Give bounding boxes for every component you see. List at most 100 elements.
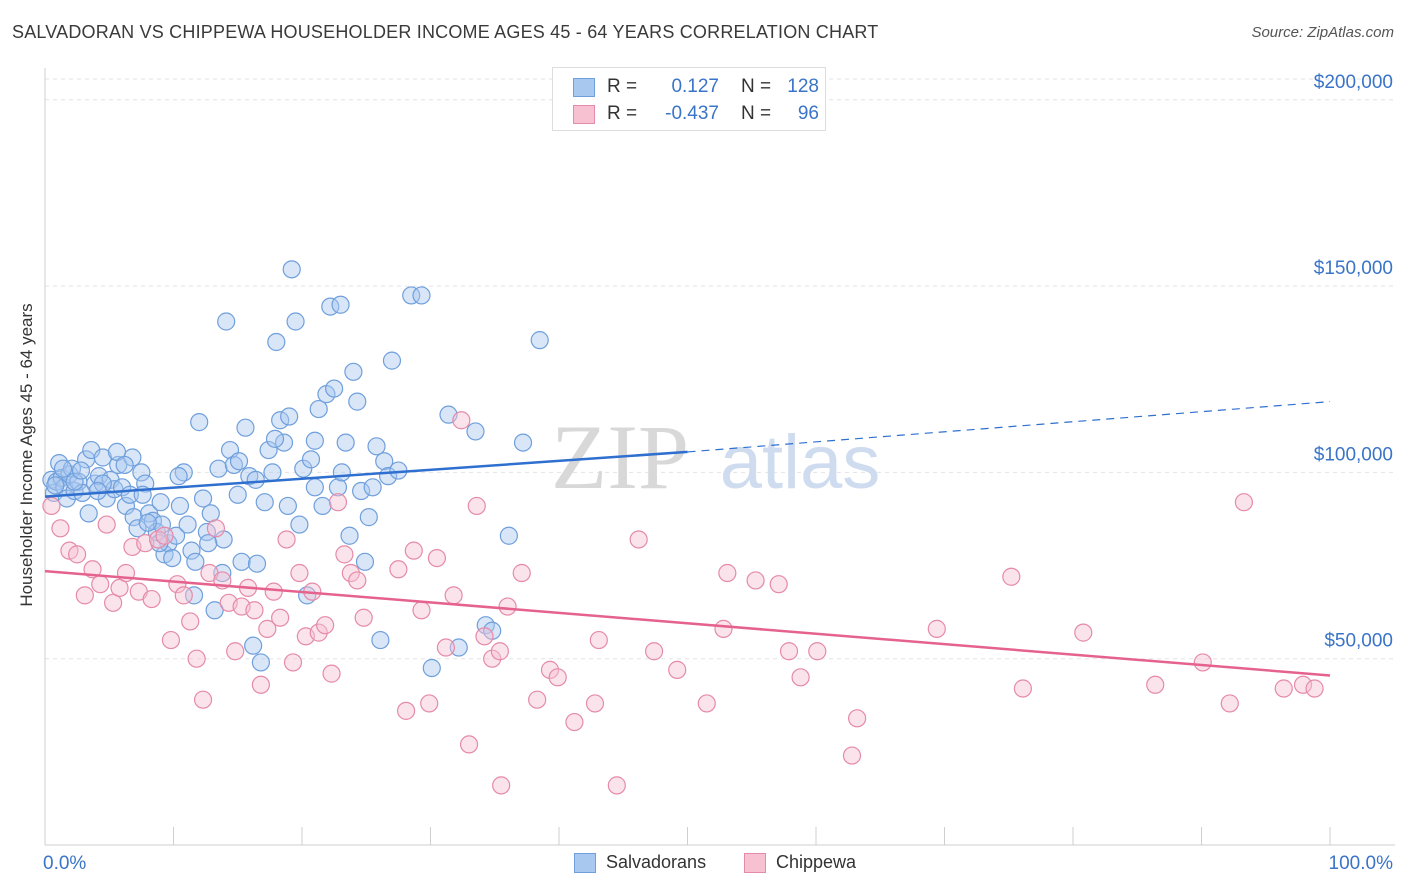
data-point-chippewa xyxy=(181,612,200,631)
y-tick-label: $50,000 xyxy=(1324,631,1393,652)
data-point-salvadorans xyxy=(255,493,274,512)
data-point-chippewa xyxy=(51,519,70,538)
legend-n-value: 128 xyxy=(787,76,819,97)
data-point-salvadorans xyxy=(363,478,382,497)
legend-swatch-chippewa xyxy=(744,852,766,873)
data-point-chippewa xyxy=(348,571,367,590)
legend-swatch-chippewa xyxy=(573,104,595,124)
data-point-salvadorans xyxy=(138,513,157,532)
data-point-chippewa xyxy=(1293,675,1313,694)
data-point-chippewa xyxy=(1305,679,1324,698)
data-point-salvadorans xyxy=(530,331,549,350)
data-point-chippewa xyxy=(1002,567,1021,586)
legend-r-value: 0.127 xyxy=(671,76,719,97)
data-point-chippewa xyxy=(452,411,471,430)
data-point-chippewa xyxy=(258,619,277,638)
legend-n-value: 96 xyxy=(797,103,819,124)
data-point-chippewa xyxy=(1146,675,1165,694)
watermark-atlas: atlas xyxy=(720,420,881,505)
data-point-chippewa xyxy=(848,709,867,728)
data-point-salvadorans xyxy=(352,481,371,501)
legend-row-salvadorans: R = 0.127 N = 128 xyxy=(573,74,819,100)
data-point-chippewa xyxy=(498,597,517,616)
data-point-chippewa xyxy=(290,563,309,583)
data-point-salvadorans xyxy=(199,534,218,553)
data-point-salvadorans xyxy=(274,433,294,452)
legend-n-key: N = xyxy=(741,76,772,97)
data-point-chippewa xyxy=(1193,653,1212,672)
data-point-chippewa xyxy=(808,642,827,661)
trend-line-chippewa xyxy=(44,569,1331,677)
data-point-salvadorans xyxy=(305,431,324,450)
legend-item-chippewa[interactable]: Chippewa xyxy=(744,852,856,873)
data-point-chippewa xyxy=(927,619,946,638)
data-point-salvadorans xyxy=(466,422,485,441)
data-point-chippewa xyxy=(264,582,283,601)
legend-r-key: R = xyxy=(607,103,638,124)
legend-r-value: -0.437 xyxy=(665,103,719,124)
data-point-chippewa xyxy=(490,642,509,661)
data-point-chippewa xyxy=(187,649,206,668)
data-point-salvadorans xyxy=(301,450,321,469)
stats-legend: R = 0.127 N = 128 R = -0.437 N = 96 xyxy=(552,67,826,131)
y-axis-title: Householder Income Ages 45 - 64 years xyxy=(17,303,36,606)
data-point-chippewa xyxy=(226,642,245,661)
data-point-chippewa xyxy=(512,563,531,583)
data-point-chippewa xyxy=(277,530,296,549)
data-point-salvadorans xyxy=(371,630,390,650)
data-point-salvadorans xyxy=(247,554,267,573)
data-point-salvadorans xyxy=(152,515,172,534)
y-tick-label: $100,000 xyxy=(1314,444,1393,465)
data-point-salvadorans xyxy=(332,463,351,482)
data-point-salvadorans xyxy=(294,459,313,478)
data-point-salvadorans xyxy=(422,658,441,678)
x-tick-label-max: 100.0% xyxy=(1329,853,1394,874)
data-point-chippewa xyxy=(668,660,687,679)
data-point-chippewa xyxy=(42,496,61,516)
data-point-chippewa xyxy=(585,694,605,713)
data-point-chippewa xyxy=(322,664,341,683)
data-point-chippewa xyxy=(316,616,335,635)
data-point-chippewa xyxy=(1074,623,1093,642)
data-point-chippewa xyxy=(540,660,560,679)
chart-title: SALVADORAN VS CHIPPEWA HOUSEHOLDER INCOM… xyxy=(12,22,879,42)
data-point-salvadorans xyxy=(53,459,73,478)
data-point-chippewa xyxy=(548,668,567,687)
data-point-salvadorans xyxy=(205,601,224,620)
data-point-chippewa xyxy=(427,549,447,568)
watermark: ZIP atlas xyxy=(551,406,880,508)
data-point-chippewa xyxy=(1274,679,1293,698)
data-point-chippewa xyxy=(1013,679,1032,698)
data-point-salvadorans xyxy=(259,440,278,460)
data-point-chippewa xyxy=(309,623,328,642)
data-point-salvadorans xyxy=(336,433,355,452)
data-point-salvadorans xyxy=(178,515,197,534)
source-credit: Source: ZipAtlas.com xyxy=(1251,24,1394,41)
data-point-salvadorans xyxy=(340,526,359,545)
data-point-chippewa xyxy=(444,586,463,605)
data-point-salvadorans xyxy=(265,429,285,448)
data-point-chippewa xyxy=(436,638,456,657)
data-point-chippewa xyxy=(718,563,737,583)
data-point-salvadorans xyxy=(499,526,518,545)
data-point-chippewa xyxy=(155,526,174,545)
data-point-chippewa xyxy=(644,642,664,661)
data-point-chippewa xyxy=(412,601,431,620)
data-point-salvadorans xyxy=(382,351,402,370)
data-point-chippewa xyxy=(420,694,439,713)
legend-item-salvadorans[interactable]: Salvadorans xyxy=(574,852,706,873)
data-point-salvadorans xyxy=(244,636,263,655)
data-point-salvadorans xyxy=(305,478,324,497)
data-point-salvadorans xyxy=(136,474,155,493)
data-point-salvadorans xyxy=(449,638,468,657)
data-point-chippewa xyxy=(328,493,348,512)
trend-lines xyxy=(44,401,1331,677)
data-point-chippewa xyxy=(193,690,213,709)
data-point-chippewa xyxy=(283,653,303,672)
data-point-salvadorans xyxy=(513,433,533,452)
data-point-salvadorans xyxy=(65,472,84,491)
data-point-salvadorans xyxy=(190,413,209,432)
data-point-chippewa xyxy=(565,712,584,732)
data-point-salvadorans xyxy=(151,493,170,512)
data-point-chippewa xyxy=(779,642,799,661)
